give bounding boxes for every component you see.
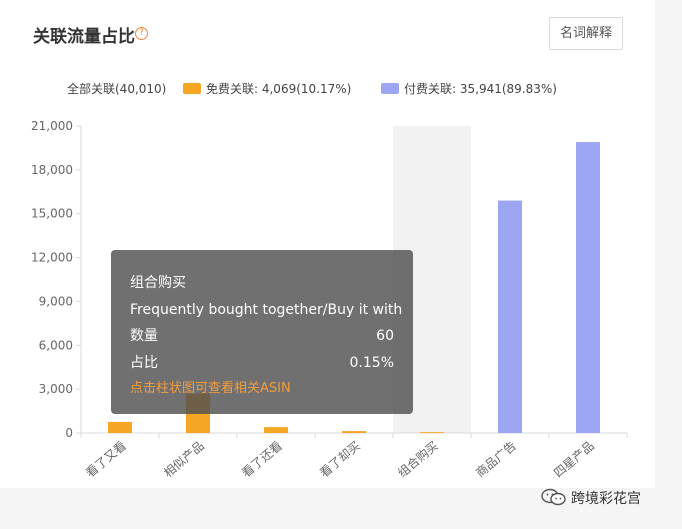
bar-看了又看[interactable] — [108, 422, 132, 433]
tooltip-share-label: 占比 — [130, 350, 158, 377]
x-tick-label: 商品广告 — [473, 438, 519, 480]
tooltip-subtitle: Frequently bought together/Buy it with — [130, 297, 402, 324]
y-tick-label: 18,000 — [31, 163, 73, 177]
footer-brand: 跨境彩花宫 — [571, 491, 641, 507]
tooltip-asin-link[interactable]: 点击柱状图可查看相关ASIN — [130, 376, 291, 403]
bar-四星产品[interactable] — [576, 142, 600, 433]
y-tick-label: 9,000 — [39, 294, 73, 308]
tooltip-count-label: 数量 — [130, 323, 158, 350]
chart-tooltip: 组合购买 Frequently bought together/Buy it w… — [111, 250, 413, 414]
x-tick-label: 组合购买 — [395, 438, 441, 480]
y-tick-label: 3,000 — [39, 382, 73, 396]
bar-看了还看[interactable] — [264, 427, 288, 433]
tooltip-count-value: 60 — [376, 323, 394, 350]
bar-看了却买[interactable] — [342, 431, 366, 433]
tooltip-share-value: 0.15% — [350, 350, 394, 377]
bar-组合购买[interactable] — [420, 432, 444, 433]
y-tick-label: 6,000 — [39, 338, 73, 352]
wechat-icon — [541, 488, 567, 506]
y-tick-label: 21,000 — [31, 119, 73, 133]
x-tick-label: 看了又看 — [83, 439, 129, 481]
tooltip-title: 组合购买 — [130, 270, 186, 297]
x-tick-label: 四星产品 — [551, 439, 597, 481]
wechat-watermark: 跨境彩花宫 — [541, 488, 641, 508]
y-tick-label: 15,000 — [31, 207, 73, 221]
y-tick-label: 0 — [65, 426, 73, 440]
y-tick-label: 12,000 — [31, 251, 73, 265]
x-tick-label: 看了却买 — [317, 439, 363, 481]
bar-商品广告[interactable] — [498, 201, 522, 433]
x-tick-label: 相似产品 — [161, 439, 207, 481]
x-tick-label: 看了还看 — [239, 439, 285, 481]
